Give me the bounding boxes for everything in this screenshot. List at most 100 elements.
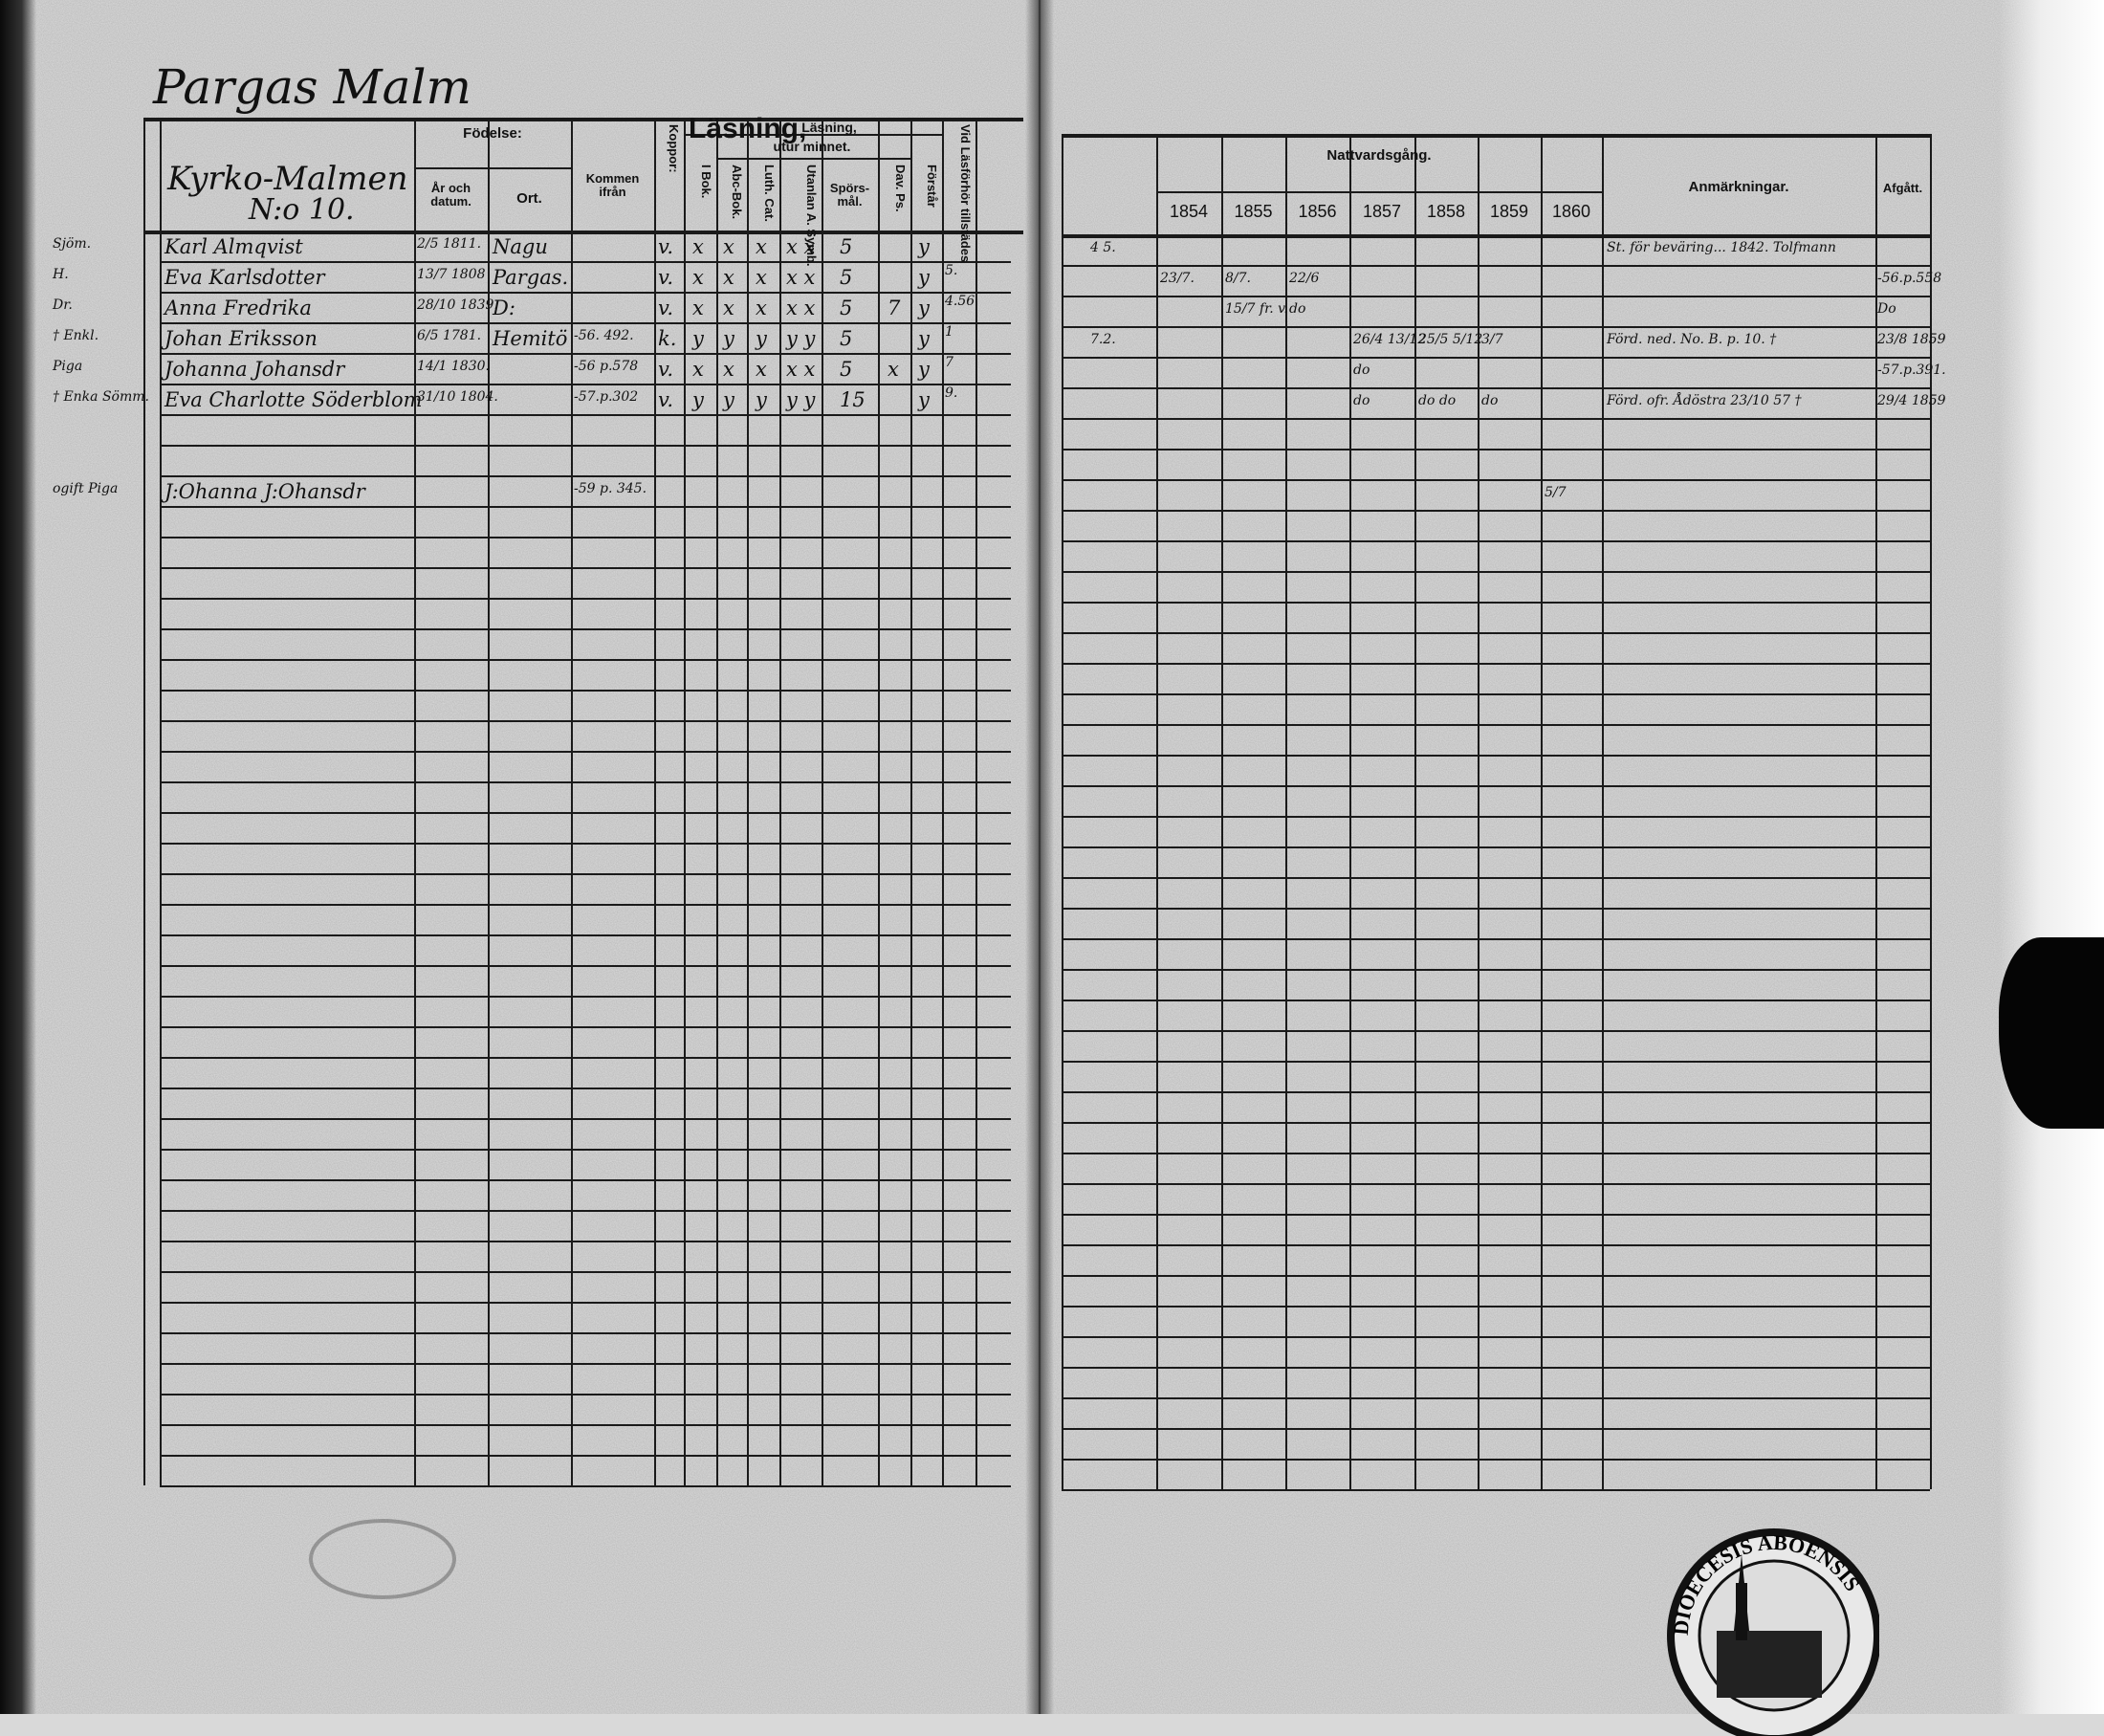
row-rule [1062,785,1930,787]
cell-forstar: y [918,388,930,411]
header-dav: Dav. Ps. [893,165,908,212]
cell-vid: 1 [945,324,953,340]
column-rule [1062,134,1063,1489]
side-note: 4 5. [1090,240,1116,255]
row-rule [1062,1030,1930,1032]
row-rule [160,414,1011,416]
cell-name: Eva Charlotte Söderblom [164,388,423,411]
row-rule [1062,1244,1930,1246]
row-rule [160,322,1011,324]
row-rule [160,812,1011,814]
header-top-rule [1062,134,1932,138]
cell-utan: x x [786,266,816,289]
cell-utan: x x [786,358,816,381]
cell-date: 28/10 1839. [417,297,498,313]
row-rule [160,1455,1011,1457]
header-year-1857: 1857 [1362,202,1402,221]
column-rule [160,118,162,1485]
row-rule [1062,663,1930,665]
row-rule [1062,908,1930,910]
cell-utan: x x [786,297,816,319]
cell-dav: x [888,358,899,381]
column-rule [779,118,781,1485]
row-rule [1062,632,1930,634]
book-gutter [1025,0,1054,1714]
cell-bok: y [692,327,704,350]
row-rule [160,1210,1011,1212]
section-place: Kyrko-Malmen [167,160,408,198]
cell-nattvard-1860: 5/7 [1545,485,1567,500]
cell-name: Karl Almqvist [164,235,303,258]
header-ar: År och datum. [430,181,471,209]
cell-afgatt: -56.p.558 [1877,271,1942,286]
cell-nattvard-1858: do do [1418,393,1457,408]
cell-nattvard-1855: 8/7. [1225,271,1251,286]
header-year-1856: 1856 [1298,202,1337,221]
cell-nattvard-1857: do [1353,363,1370,378]
header-year-1855: 1855 [1234,202,1273,221]
header-bottom-rule [143,231,1023,234]
cell-afgatt: -57.p.391. [1877,363,1946,378]
row-rule [160,1332,1011,1334]
row-rule [1062,1459,1930,1461]
cell-kommen: -59 p. 345. [574,481,647,496]
header-utanlan: Utanlan A. Symb. [804,165,819,267]
column-rule [1285,134,1287,1489]
column-rule [878,118,880,1485]
column-rule [684,118,686,1485]
cell-date: 31/10 1804. [417,389,498,405]
row-rule [160,1026,1011,1028]
lasning-rule [684,134,942,136]
row-rule [1062,449,1930,450]
cell-nattvard-1858: 25/5 5/12 [1418,332,1483,347]
row-rule [1062,1428,1930,1430]
row-rule [1062,1489,1930,1491]
cell-luth: x [756,235,767,258]
row-role-note: Piga [53,359,83,374]
cell-afgatt: 23/8 1859 [1877,332,1946,347]
row-rule [160,1363,1011,1365]
column-rule [822,118,823,1485]
cell-koppor: v. [658,266,674,289]
cell-date: 14/1 1830. [417,359,490,374]
row-rule [160,996,1011,998]
cell-date: 2/5 1811. [417,236,482,252]
row-rule [160,445,1011,447]
row-rule [160,506,1011,508]
cell-bok: y [692,388,704,411]
cell-luth: x [756,297,767,319]
row-rule [160,567,1011,569]
scan-edge-left [0,0,36,1714]
row-rule [160,598,1011,600]
cell-ort: Nagu [493,235,548,258]
header-year-1854: 1854 [1169,202,1209,221]
header-year-1859: 1859 [1489,202,1529,221]
cell-anmarkning: St. för beväring... 1842. Tolfmann [1607,240,1836,255]
row-rule [160,904,1011,906]
cell-abc: x [723,358,734,381]
scan-edge-right [1999,0,2104,1714]
row-rule [1062,1091,1930,1093]
row-rule [1062,1122,1930,1124]
row-rule [1062,816,1930,818]
cell-date: 13/7 1808 [417,267,486,282]
cell-nattvard-1857: 26/4 13/12 [1353,332,1427,347]
row-rule [160,537,1011,538]
cell-utan: x x [786,235,816,258]
header-year-1858: 1858 [1426,202,1466,221]
cell-afgatt: Do [1877,301,1896,317]
column-rule [571,118,573,1485]
cell-nattvard-1856: 22/6 [1289,271,1320,286]
cell-spors: 5 [840,327,853,350]
cell-kommen: -56. 492. [574,328,634,343]
column-rule [1930,134,1932,1489]
cell-bok: x [692,297,704,319]
cell-vid: 4.56 [945,294,975,309]
header-utur-minnet: utur minnet. [773,139,851,154]
header-bok: I Bok. [699,165,713,199]
row-rule [160,1424,1011,1426]
header-fodelse: Födelse: [463,125,522,142]
row-rule [160,751,1011,753]
row-rule [1062,265,1930,267]
row-rule [1062,326,1930,328]
